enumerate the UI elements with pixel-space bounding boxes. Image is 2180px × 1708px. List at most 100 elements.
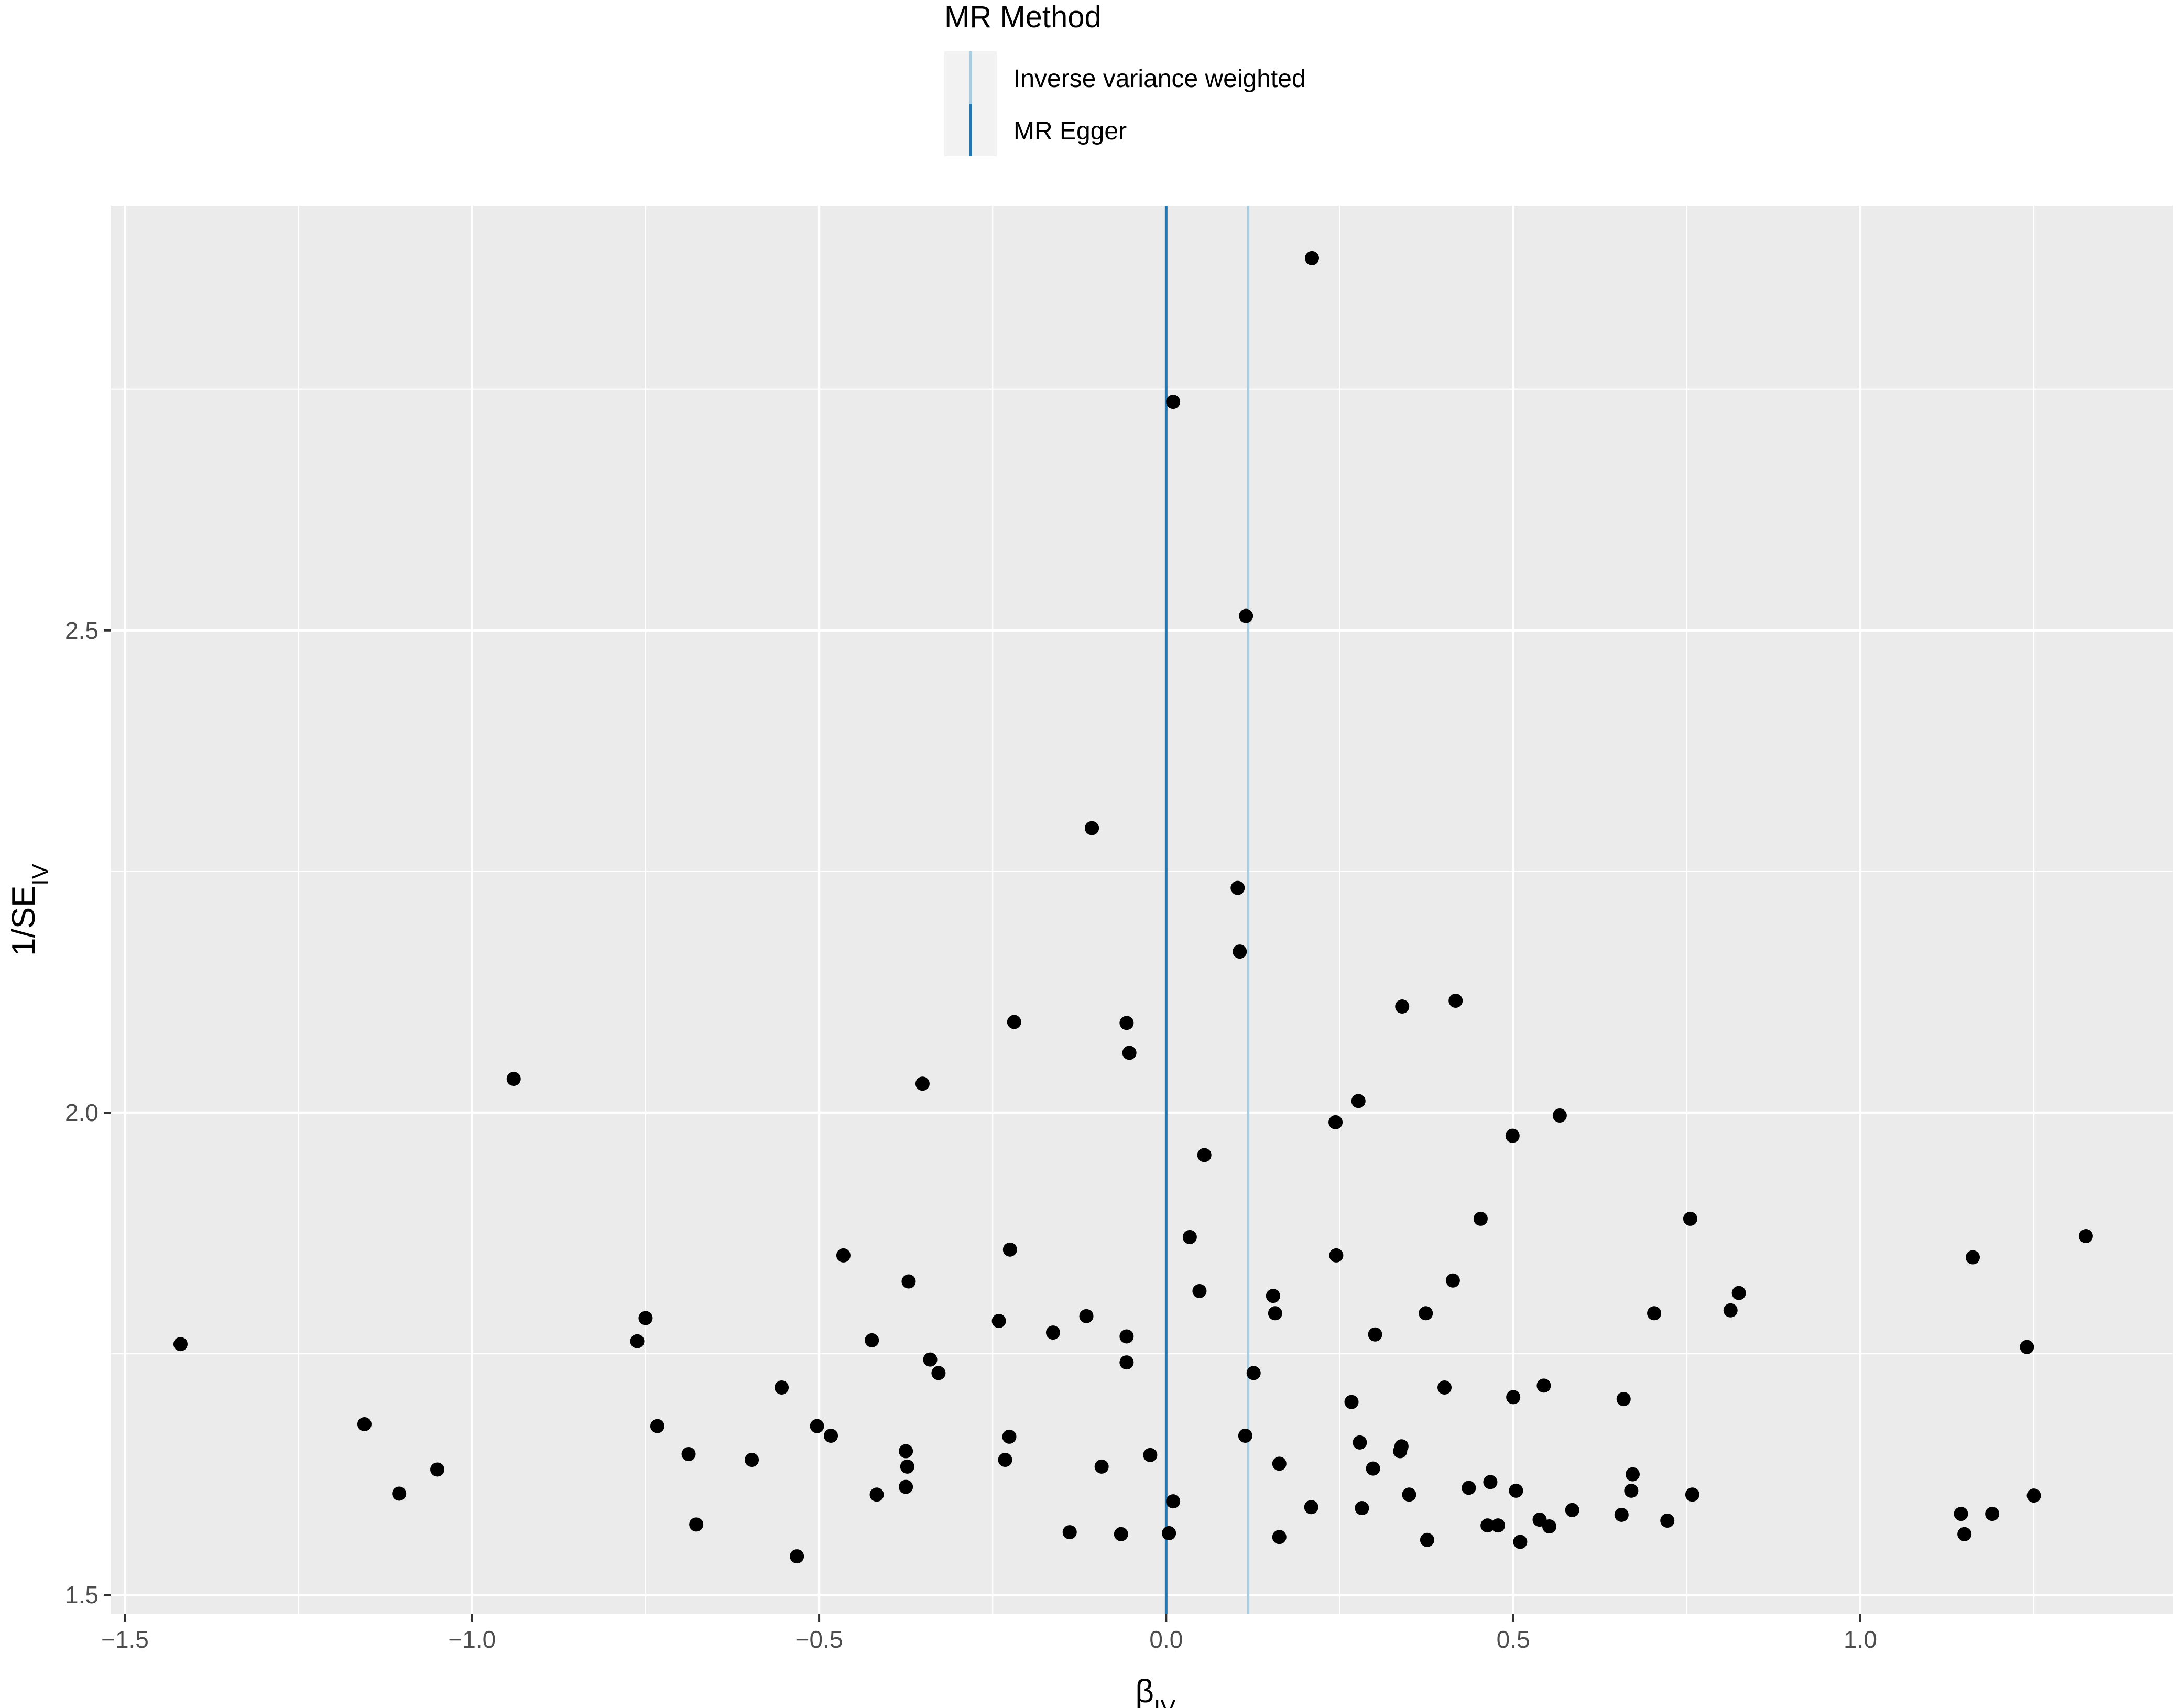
data-point xyxy=(790,1549,804,1564)
data-point xyxy=(1328,1115,1343,1129)
data-point xyxy=(1723,1303,1738,1318)
x-axis-title-main: β xyxy=(1135,1673,1154,1708)
data-point xyxy=(1509,1483,1523,1498)
data-point xyxy=(1239,608,1254,623)
data-point xyxy=(1393,1444,1408,1459)
data-point xyxy=(392,1486,407,1501)
data-point xyxy=(1448,993,1463,1008)
data-point xyxy=(1420,1532,1434,1547)
data-point xyxy=(1614,1507,1629,1522)
data-point xyxy=(1395,999,1410,1014)
data-point xyxy=(430,1462,445,1477)
data-point xyxy=(1002,1429,1017,1444)
data-point xyxy=(2020,1340,2034,1354)
data-point xyxy=(1731,1286,1746,1300)
data-point xyxy=(1437,1380,1452,1395)
data-point xyxy=(1182,1230,1197,1244)
data-point xyxy=(1238,1429,1252,1443)
data-point xyxy=(775,1380,789,1395)
data-point xyxy=(1268,1306,1282,1321)
data-point xyxy=(2026,1488,2041,1503)
data-point xyxy=(1565,1503,1579,1517)
y-tick-label: 2.0 xyxy=(65,1099,99,1126)
data-point xyxy=(1079,1309,1094,1323)
data-point xyxy=(1473,1211,1488,1226)
data-point xyxy=(1143,1448,1158,1462)
data-point xyxy=(923,1352,938,1367)
data-point xyxy=(1625,1467,1640,1482)
data-point xyxy=(173,1337,188,1352)
data-point xyxy=(1246,1366,1261,1380)
data-point xyxy=(1114,1527,1128,1541)
data-point xyxy=(900,1459,914,1474)
data-point xyxy=(650,1419,664,1433)
x-axis-title: βIV xyxy=(1135,1673,1176,1708)
data-point xyxy=(1419,1306,1433,1321)
data-point xyxy=(1094,1459,1109,1474)
data-point xyxy=(681,1446,696,1461)
data-point xyxy=(1272,1456,1287,1471)
data-point xyxy=(824,1429,838,1443)
data-point xyxy=(1624,1483,1639,1498)
data-point xyxy=(1542,1519,1557,1534)
data-point xyxy=(1062,1525,1077,1540)
data-point xyxy=(1085,821,1099,835)
data-point xyxy=(1230,880,1245,895)
data-point xyxy=(1002,1242,1017,1257)
x-tick-label: −1.5 xyxy=(101,1626,149,1653)
data-point xyxy=(1685,1487,1699,1502)
data-point xyxy=(1462,1481,1476,1495)
data-point xyxy=(1480,1518,1495,1533)
data-point xyxy=(1536,1378,1551,1393)
y-axis-title-main: 1/SE xyxy=(6,886,42,956)
data-point xyxy=(901,1274,916,1289)
x-tick-label: −0.5 xyxy=(795,1626,843,1653)
data-point xyxy=(915,1076,930,1091)
data-point xyxy=(1122,1046,1137,1060)
data-point xyxy=(1272,1530,1287,1544)
data-point xyxy=(1402,1487,1416,1502)
data-point xyxy=(1683,1211,1697,1226)
y-tick-label: 2.5 xyxy=(65,617,99,644)
data-point xyxy=(2078,1229,2093,1244)
data-point xyxy=(865,1333,879,1347)
y-tick-label: 1.5 xyxy=(65,1581,99,1608)
legend-title: MR Method xyxy=(944,0,1102,34)
data-point xyxy=(1506,1390,1521,1405)
data-point xyxy=(1351,1094,1366,1108)
legend-label-ivw: Inverse variance weighted xyxy=(1013,65,1306,93)
data-point xyxy=(1355,1501,1369,1516)
data-point xyxy=(1119,1016,1134,1030)
data-point xyxy=(1954,1507,1968,1521)
data-point xyxy=(1353,1435,1367,1450)
data-point xyxy=(810,1419,824,1433)
data-point xyxy=(1616,1392,1631,1407)
data-point xyxy=(869,1487,884,1502)
data-point xyxy=(899,1444,913,1459)
data-point xyxy=(1505,1128,1520,1143)
data-point xyxy=(638,1311,653,1325)
data-point xyxy=(1192,1283,1207,1298)
data-point xyxy=(1233,944,1247,959)
data-point xyxy=(630,1334,645,1348)
axes: −1.5 −1.0 −0.5 0.0 0.5 1.0 1.5 2.0 2.5 xyxy=(65,617,1877,1653)
data-point xyxy=(1491,1518,1506,1533)
data-point xyxy=(1513,1535,1528,1549)
data-point xyxy=(1985,1507,2000,1521)
data-point xyxy=(1552,1108,1567,1123)
data-point xyxy=(1304,1500,1318,1515)
data-point xyxy=(1119,1329,1134,1344)
data-point xyxy=(1329,1248,1344,1263)
method-lines xyxy=(1164,206,1250,1614)
data-point xyxy=(1483,1475,1498,1489)
data-point xyxy=(991,1314,1006,1329)
data-point xyxy=(1045,1325,1060,1340)
data-point xyxy=(1305,251,1320,265)
data-point xyxy=(1647,1306,1662,1321)
data-points xyxy=(173,251,2093,1564)
x-tick-label: −1.0 xyxy=(448,1626,496,1653)
data-point xyxy=(899,1479,913,1494)
data-point xyxy=(1344,1395,1359,1409)
